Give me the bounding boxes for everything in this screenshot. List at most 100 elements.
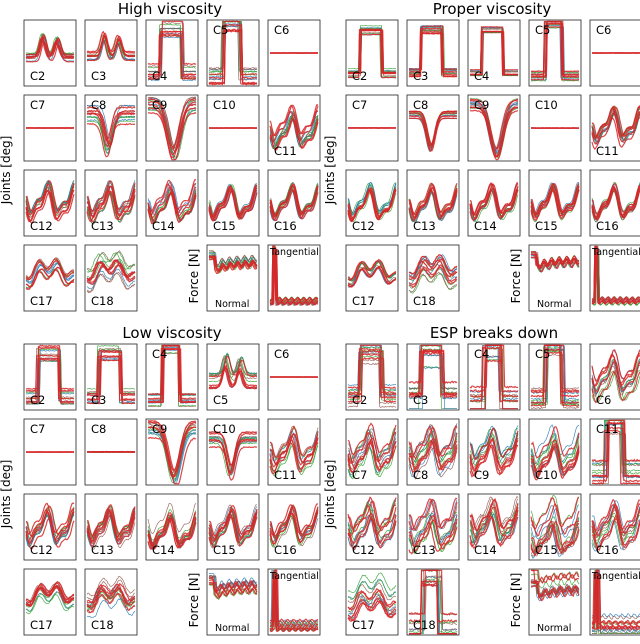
series-line — [347, 33, 397, 78]
series-line — [86, 508, 136, 542]
series-line — [208, 355, 258, 378]
series-line — [530, 25, 580, 81]
subplot-c14: C14 — [467, 169, 521, 237]
series-line — [409, 27, 458, 73]
subplot-c16: C16 — [267, 169, 321, 237]
series-line — [408, 271, 458, 293]
ylabel-joints-high: Joints [deg] — [0, 136, 13, 206]
series-line — [530, 442, 580, 475]
series-line — [469, 345, 519, 403]
subplot-frame — [206, 343, 260, 411]
subplot-grid: C2 C3 C4 C5 C6 C7 C8 C9 C10 C11 C12 C13 C14 C15 C16 C17… — [23, 19, 640, 636]
series-line — [591, 498, 640, 532]
series-line — [409, 582, 457, 635]
series-line — [25, 346, 75, 392]
subplot-frame — [145, 343, 199, 411]
series-line — [347, 266, 397, 288]
subplot-c4: C4 — [145, 19, 199, 87]
series-line — [208, 358, 258, 380]
series-line — [408, 426, 458, 460]
series-line — [347, 349, 397, 397]
series-line — [208, 187, 258, 221]
subplot-c17: C17 — [23, 244, 77, 312]
subplot-c2: C2 — [345, 343, 399, 411]
series-line — [25, 585, 75, 607]
series-line — [469, 32, 519, 77]
series-line — [408, 344, 458, 385]
series-line — [347, 504, 397, 539]
subplot-frame — [406, 94, 460, 162]
series-line — [347, 508, 397, 541]
series-line — [530, 27, 580, 82]
series-line — [147, 36, 197, 82]
series-line — [86, 359, 136, 405]
series-line — [530, 353, 580, 410]
series-line — [25, 594, 75, 615]
ylabel-force-esp: Force [N] — [509, 573, 523, 628]
series-line — [208, 577, 258, 594]
subplot-frame — [206, 418, 260, 486]
series-line — [86, 259, 136, 280]
series-line — [347, 441, 397, 474]
series-line — [347, 446, 397, 480]
subplot-label-c14: C14 — [152, 219, 175, 233]
series-line — [408, 25, 458, 71]
series-line — [408, 574, 458, 631]
series-line — [408, 353, 458, 400]
subplot-c3: C3 — [84, 19, 138, 87]
subplot-label-c16: C16 — [596, 543, 619, 557]
subplot-c12: C12 — [23, 493, 77, 561]
subplot-label-c16: C16 — [274, 543, 297, 557]
subplot-label-c14: C14 — [474, 543, 497, 557]
subplot-c6: C6 — [267, 343, 321, 411]
series-line — [530, 23, 580, 78]
series-line — [208, 23, 257, 80]
series-line — [530, 346, 580, 402]
series-line — [470, 358, 518, 410]
series-line — [347, 27, 397, 72]
series-line — [25, 260, 75, 281]
subplot-c12: C12 — [23, 169, 77, 237]
subplot-normal: Normal — [528, 244, 582, 312]
subplot-label-c4: C4 — [474, 347, 489, 361]
subplot-c6: C6 — [589, 343, 640, 411]
series-line — [86, 355, 136, 402]
ylabel-force-low: Force [N] — [187, 573, 201, 628]
series-line — [86, 357, 136, 403]
series-line — [530, 20, 579, 73]
subplot-label-c4: C4 — [152, 69, 167, 83]
subplot-c7: C7 — [345, 94, 399, 162]
subplot-c3: C3 — [406, 343, 460, 411]
series-line — [86, 344, 136, 390]
subplot-c9: C9 — [467, 418, 521, 486]
series-line — [86, 104, 136, 140]
subplot-label-c3: C3 — [91, 393, 106, 407]
series-line — [408, 117, 458, 152]
series-line — [208, 505, 258, 537]
series-line — [530, 520, 580, 556]
series-line — [86, 106, 136, 141]
panel-title-high: High viscosity — [118, 0, 222, 18]
series-line — [591, 106, 640, 139]
series-line — [408, 266, 458, 289]
series-line — [86, 32, 136, 54]
series-line — [86, 597, 136, 619]
subplot-label-c17: C17 — [352, 618, 375, 632]
series-line — [591, 503, 640, 537]
series-line — [591, 421, 640, 479]
series-line — [86, 252, 136, 273]
series-line — [269, 250, 319, 306]
subplot-label-c2: C2 — [352, 393, 367, 407]
ylabel-force-high: Force [N] — [187, 249, 201, 304]
series-line — [469, 439, 519, 472]
subplot-label-c12: C12 — [30, 219, 53, 233]
series-line — [530, 447, 580, 478]
subplot-label-normal: Normal — [537, 623, 571, 634]
subplot-c18: C18 — [84, 244, 138, 312]
subplot-label-normal: Normal — [215, 299, 249, 310]
subplot-frame — [467, 343, 521, 411]
subplot-c5: C5 — [528, 343, 582, 411]
subplot-label-c5: C5 — [213, 393, 228, 407]
series-line — [86, 351, 136, 397]
series-line — [408, 254, 458, 275]
